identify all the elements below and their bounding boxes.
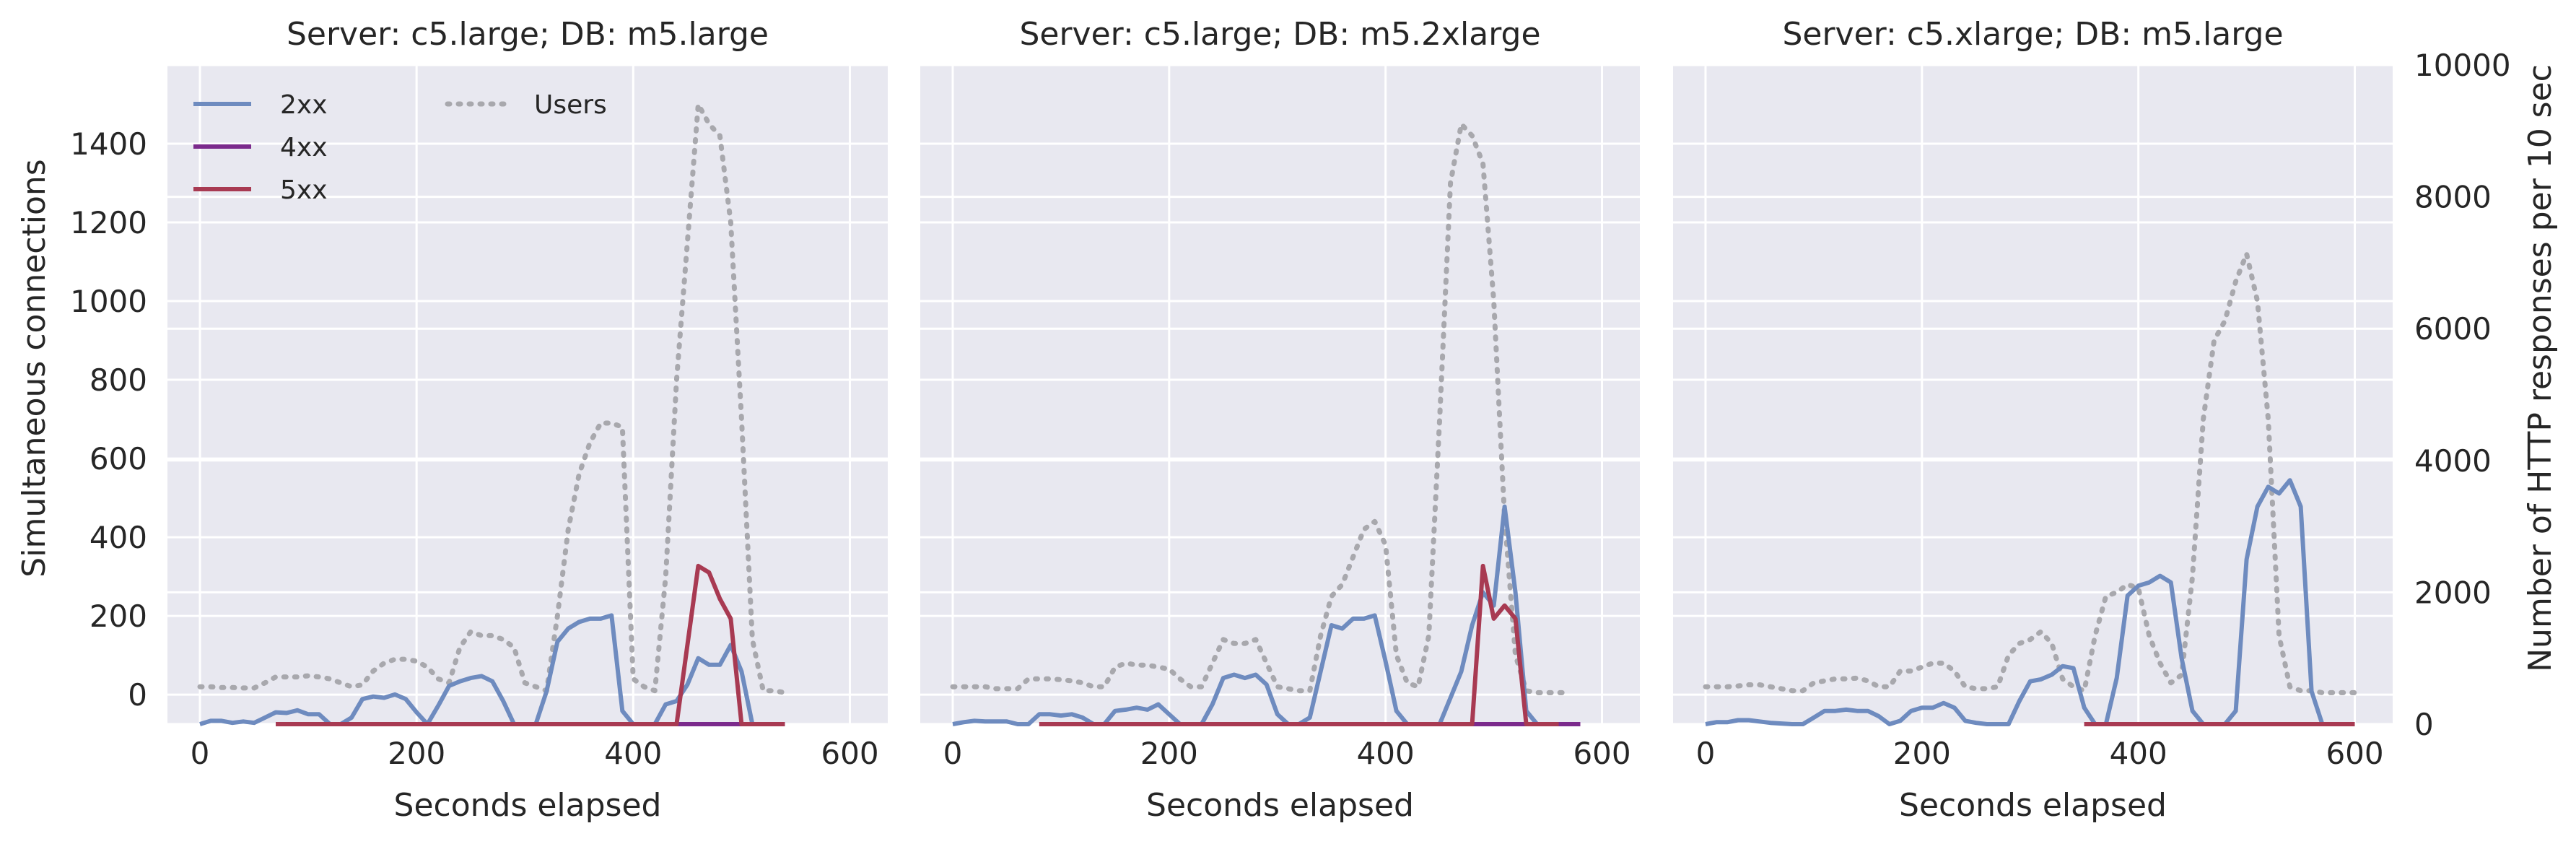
left-y-axis-label: Simultaneous connections [16,159,53,577]
y-tick-label: 0 [128,677,147,713]
x-tick-label: 0 [943,736,963,771]
x-tick-label: 400 [604,736,662,771]
plot-area [1673,65,2393,724]
series-2xx-line [1705,478,2355,726]
series-users-line [1703,251,2357,695]
y2-tick-label: 0 [2414,707,2434,742]
right-y-axis-label: Number of HTTP responses per 10 sec [2522,64,2559,672]
x-tick-label: 0 [1696,736,1716,771]
y-tick-label: 800 [89,362,147,398]
y2-tick-label: 2000 [2414,575,2492,610]
chart-panel-1: Server: c5.large; DB: m5.large 0 200 400 600… [70,16,888,824]
panel-title: Server: c5.large; DB: m5.2xlarge [1019,16,1540,53]
legend-label-5xx: 5xx [280,175,328,205]
plot-area [167,65,888,724]
x-tick-label: 0 [191,736,210,771]
series-5xx-line [276,563,785,726]
panel-title: Server: c5.large; DB: m5.large [287,16,769,53]
y-tick-label: 1200 [70,205,147,240]
x-tick-label: 200 [1140,736,1198,771]
chart-panel-2: Server: c5.large; DB: m5.2xlarge 0 200 400 6… [920,16,1640,824]
legend-label-users: Users [534,90,607,120]
series-2xx-line [952,504,1559,726]
y-tick-label: 600 [89,441,147,477]
y2-tick-label: 4000 [2414,443,2492,479]
x-tick-label: 600 [2326,736,2383,771]
panel-title: Server: c5.xlarge; DB: m5.large [1782,16,2283,53]
x-tick-label: 600 [1573,736,1630,771]
y2-tick-label: 10000 [2414,48,2511,83]
y-tick-label: 1000 [70,284,147,319]
legend: 2xx 4xx 5xx Users [193,90,607,205]
series-5xx-line [1039,563,1559,726]
x-tick-label: 400 [2110,736,2167,771]
x-axis-label: Seconds elapsed [1899,787,2167,824]
x-tick-label: 400 [1357,736,1415,771]
legend-label-2xx: 2xx [280,90,328,120]
legend-label-4xx: 4xx [280,133,328,162]
y2-tick-label: 8000 [2414,180,2492,215]
chart-panel-3: Server: c5.xlarge; DB: m5.large 0 200 400 60… [1673,16,2511,824]
series-2xx-line [199,613,785,726]
y-tick-label: 1400 [70,126,147,162]
x-tick-label: 200 [388,736,445,771]
x-axis-label: Seconds elapsed [1146,787,1414,824]
y2-tick-label: 6000 [2414,311,2492,347]
x-tick-label: 200 [1893,736,1951,771]
x-axis-label: Seconds elapsed [394,787,662,824]
y-tick-label: 400 [89,520,147,555]
x-tick-label: 600 [821,736,878,771]
series-users-line [197,102,787,695]
y-tick-label: 200 [89,599,147,634]
series-users-line [950,121,1572,695]
plot-area [920,65,1640,724]
